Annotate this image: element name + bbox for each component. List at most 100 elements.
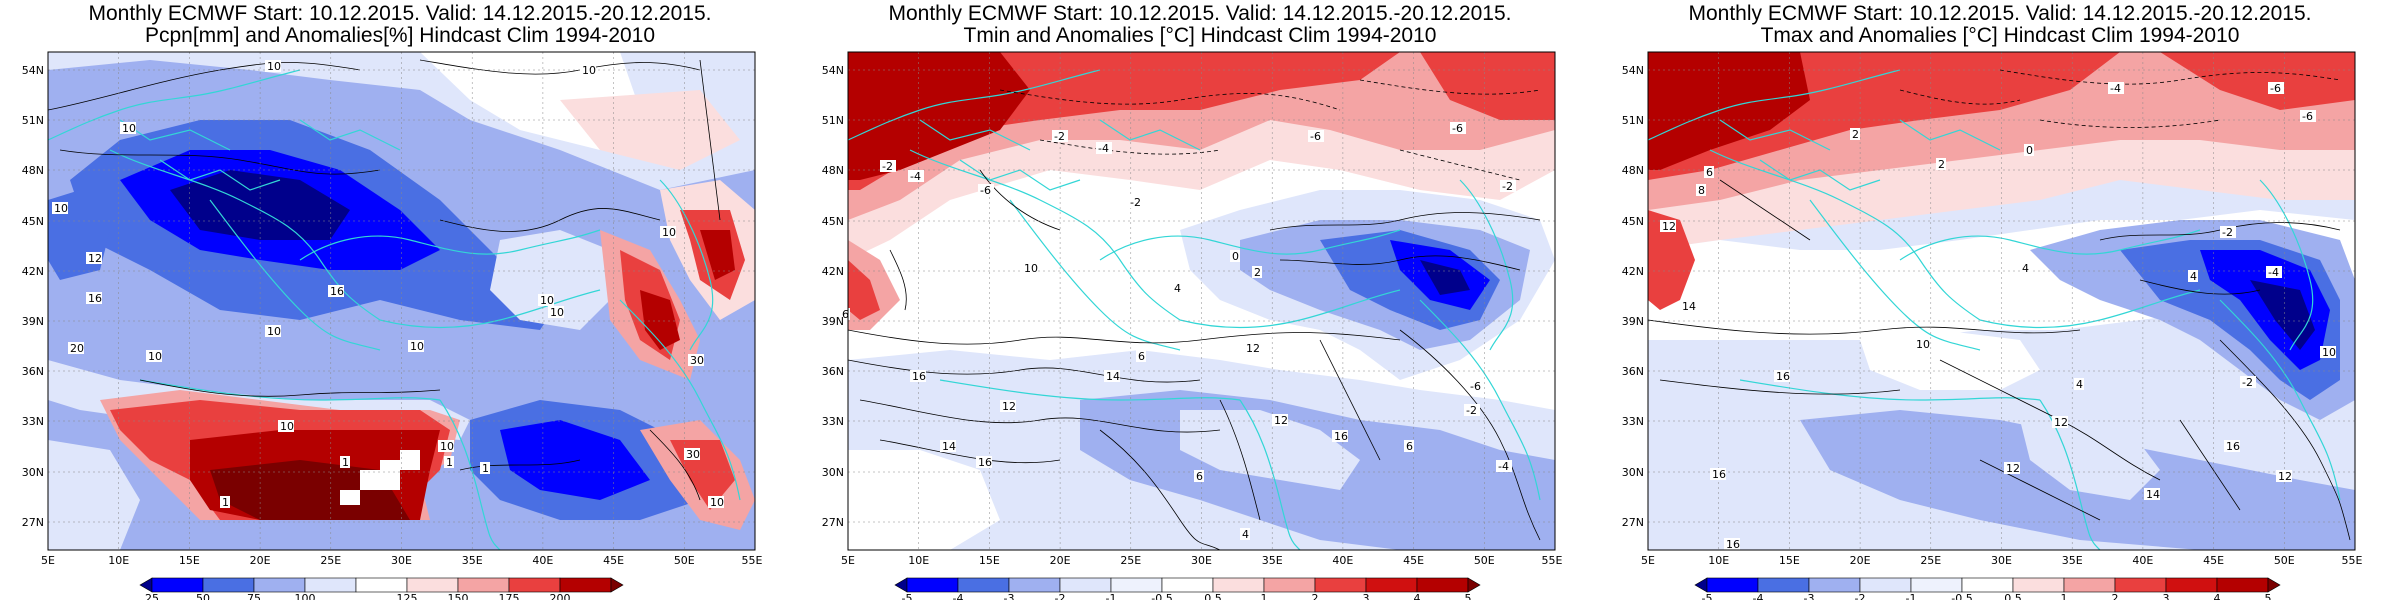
- colorbar-label: 150: [448, 592, 469, 600]
- contour-label: -4: [2268, 266, 2279, 279]
- contour-label: 12: [2278, 470, 2292, 483]
- contour-label: 4: [1242, 528, 1249, 541]
- contour-label: 10: [1024, 262, 1038, 275]
- contour-label: 12: [1274, 414, 1288, 427]
- contour-label: -4: [1498, 460, 1509, 473]
- lon-label: 25E: [320, 554, 341, 567]
- lat-label: 39N: [22, 315, 44, 328]
- lon-label: 45E: [603, 554, 624, 567]
- lat-label: 30N: [1622, 466, 1644, 479]
- map-frame: [847, 51, 1556, 551]
- lon-label: 25E: [1920, 554, 1941, 567]
- contour-label: 10: [1916, 338, 1930, 351]
- colorbar-label: -3: [1804, 592, 1815, 600]
- contour-label: 10: [710, 496, 724, 509]
- colorbar-label: 50: [196, 592, 210, 600]
- lat-label: 42N: [822, 265, 844, 278]
- map-tmax: -6 -4 -6 2 0 2 6 8 12 4 14 10 -2 4 16 12…: [1622, 51, 2363, 600]
- contour-label: 4: [2022, 262, 2029, 275]
- contour-label: 6: [1406, 440, 1413, 453]
- contour-label: 6: [1706, 166, 1713, 179]
- contour-lines-negative: [1899, 69, 2341, 128]
- lon-label: 50E: [674, 554, 695, 567]
- colorbar-label: 1: [1261, 592, 1268, 600]
- contour-label: 16: [330, 285, 344, 298]
- contour-label: 12: [1002, 400, 1016, 413]
- panel-tmax: Monthly ECMWF Start: 10.12.2015. Valid: …: [1600, 0, 2400, 600]
- contour-label: 1: [446, 456, 453, 469]
- contour-label: 10: [54, 202, 68, 215]
- anomaly-field: [848, 52, 1555, 550]
- colorbar-label: 25: [145, 592, 159, 600]
- colorbar-label: 200: [550, 592, 571, 600]
- colorbar-label: 0.5: [2004, 592, 2022, 600]
- contour-label: 2: [1938, 158, 1945, 171]
- lon-label: 10E: [1708, 554, 1729, 567]
- colorbar-label: -2: [1855, 592, 1866, 600]
- contour-label: 1: [482, 462, 489, 475]
- contour-label: -2: [1466, 404, 1477, 417]
- contour-label: -2: [2242, 376, 2253, 389]
- colorbar-label: -0.5: [1951, 592, 1972, 600]
- map-tmin: -2 -4 -2 -4 -6 -2 -6 -2 -6 -2 -4 -6 4 0 …: [822, 51, 1563, 600]
- colorbar-label: 5: [2265, 592, 2272, 600]
- colorbar-label: -3: [1004, 592, 1015, 600]
- colorbar-label: 5: [1465, 592, 1472, 600]
- longitude-labels: 5E 10E 15E 20E 25E 30E 35E 40E 45E 50E 5…: [1641, 554, 2362, 567]
- panel-title-line1: Monthly ECMWF Start: 10.12.2015. Valid: …: [88, 2, 712, 25]
- contour-label: -2: [2222, 226, 2233, 239]
- contour-label: 0: [1232, 250, 1239, 263]
- lon-label: 30E: [1191, 554, 1212, 567]
- colorbar-label: -4: [1753, 592, 1764, 600]
- contour-label: 12: [2054, 416, 2068, 429]
- graticule: [1648, 52, 2355, 550]
- longitude-labels: 5E 10E 15E 20E 25E 30E 35E 40E 45E 50E 5…: [41, 554, 762, 567]
- lon-label: 20E: [1850, 554, 1871, 567]
- contour-label: 10: [440, 440, 454, 453]
- contour-label: 16: [1334, 430, 1348, 443]
- contour-label: 10: [410, 340, 424, 353]
- contour-label: 14: [942, 440, 956, 453]
- contour-label: 30: [690, 354, 704, 367]
- panel-title-line2: Tmin and Anomalies [°C] Hindcast Clim 19…: [963, 24, 1437, 47]
- contour-label: 2: [1254, 266, 1261, 279]
- colorbar: -5 -4 -3 -2 -1 -0.5 0.5 1 2 3 4 5: [1694, 577, 2281, 600]
- lon-label: 20E: [250, 554, 271, 567]
- colorbar-label: 75: [247, 592, 261, 600]
- contour-label: -4: [2110, 82, 2121, 95]
- contour-label: 10: [267, 60, 281, 73]
- lon-label: 40E: [532, 554, 553, 567]
- colorbar-label: -5: [902, 592, 913, 600]
- lat-label: 48N: [22, 164, 44, 177]
- contour-labels: -2 -4 -2 -4 -6 -2 -6 -2 -6 -2 -4 -6 4 0 …: [840, 122, 1516, 541]
- contour-label: 14: [2146, 488, 2160, 501]
- colorbar-label: -0.5: [1151, 592, 1172, 600]
- lat-label: 33N: [822, 415, 844, 428]
- lon-label: 20E: [1050, 554, 1071, 567]
- lon-label: 5E: [41, 554, 55, 567]
- contour-label: -6: [1310, 130, 1321, 143]
- lon-label: 15E: [979, 554, 1000, 567]
- contour-label: 10: [122, 122, 136, 135]
- colorbar-label: -1: [1906, 592, 1917, 600]
- contour-lines: [848, 169, 1541, 550]
- panel-title-line2: Pcpn[mm] and Anomalies[%] Hindcast Clim …: [144, 24, 656, 47]
- contour-label: 1: [222, 496, 229, 509]
- contour-label: 16: [1726, 538, 1740, 551]
- graticule: [48, 52, 755, 550]
- lat-label: 54N: [22, 64, 44, 77]
- lon-label: 40E: [1332, 554, 1353, 567]
- contour-label: 12: [1246, 342, 1260, 355]
- lat-label: 45N: [822, 215, 844, 228]
- lat-label: 39N: [822, 315, 844, 328]
- panel-tmin: Monthly ECMWF Start: 10.12.2015. Valid: …: [800, 0, 1600, 600]
- contour-label: 10: [148, 350, 162, 363]
- lon-label: 55E: [1542, 554, 1563, 567]
- lon-label: 40E: [2132, 554, 2153, 567]
- coastlines: [848, 69, 1541, 550]
- lon-label: 50E: [2274, 554, 2295, 567]
- contour-label: 12: [88, 252, 102, 265]
- contour-label: -6: [1452, 122, 1463, 135]
- colorbar: -5 -4 -3 -2 -1 -0.5 0.5 1 2 3 4 5: [894, 577, 1481, 600]
- contour-labels: 10 10 10 10 12 16 16 10 10 10 10 20 10 1…: [52, 60, 724, 509]
